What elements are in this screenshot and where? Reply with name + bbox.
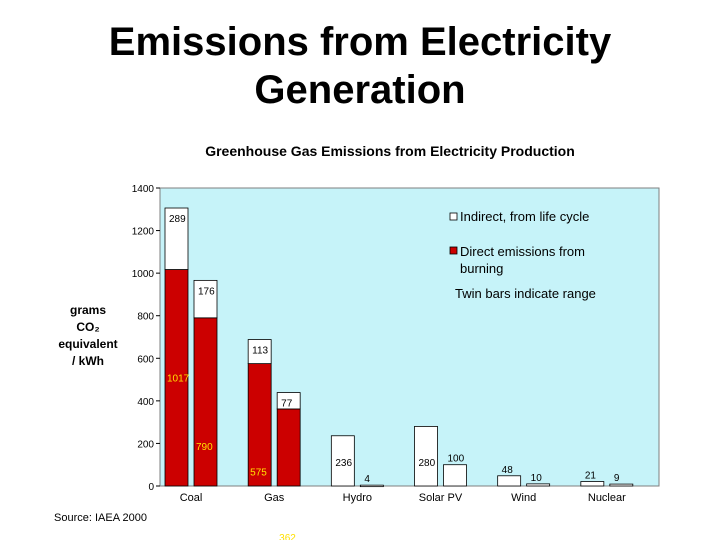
y-tick-label: 1200: [132, 227, 155, 238]
bar-indirect: [580, 481, 605, 487]
data-label-indirect: 9: [614, 473, 620, 484]
data-label-indirect: 10: [531, 473, 543, 484]
bars-group: 1017 289 790 176 575 113 362 77 236 4 280 100 48 10 21…: [164, 207, 634, 540]
data-label-indirect: 176: [198, 286, 215, 297]
y-axis-label-line: / kWh: [72, 354, 104, 368]
legend-note: Twin bars indicate range: [455, 286, 596, 301]
y-tick-label: 400: [137, 397, 154, 408]
bar-indirect: [276, 392, 301, 410]
bar-indirect: [164, 207, 189, 270]
y-axis: 0 200 400 600 800 1000 1200 1400: [132, 184, 160, 493]
data-label-direct: 575: [250, 468, 267, 479]
plot-area: [159, 187, 660, 487]
data-label-direct: 362: [279, 533, 296, 540]
bar-indirect: [330, 435, 355, 487]
bar-indirect: [247, 339, 272, 365]
data-label-indirect: 236: [335, 458, 352, 469]
data-label-indirect: 48: [502, 465, 514, 476]
x-category-label: Coal: [180, 492, 203, 504]
bar-indirect: [497, 475, 522, 487]
data-label-indirect: 4: [364, 474, 370, 485]
bar-direct: [193, 317, 218, 487]
source-note: Source: IAEA 2000: [54, 512, 147, 524]
x-category-label: Hydro: [343, 492, 372, 504]
data-label-indirect: 289: [169, 214, 186, 225]
y-tick-label: 800: [137, 312, 154, 323]
bar-indirect: [414, 425, 438, 487]
legend-label-indirect: Indirect, from life cycle: [460, 209, 589, 224]
y-axis-label: grams CO₂ equivalent / kWh: [58, 303, 117, 368]
data-label-direct: 1017: [167, 374, 190, 385]
y-axis-label-line: CO₂: [76, 320, 99, 334]
y-tick-label: 600: [137, 354, 154, 365]
y-tick-label: 1000: [132, 269, 155, 280]
y-axis-label-line: grams: [70, 303, 106, 317]
bar-direct: [276, 408, 301, 487]
y-tick-label: 0: [148, 482, 154, 493]
legend-label-direct-line1: Direct emissions from: [460, 244, 585, 259]
data-label-indirect: 77: [281, 399, 293, 410]
slide-title: Emissions from Electricity Generation: [0, 18, 720, 114]
bar-indirect: [609, 483, 634, 487]
data-label-indirect: 280: [419, 458, 436, 469]
chart-title: Greenhouse Gas Emissions from Electricit…: [205, 143, 575, 159]
legend: Indirect, from life cycle Direct emissio…: [449, 209, 596, 301]
y-axis-label-line: equivalent: [58, 337, 117, 351]
legend-label-direct-line2: burning: [460, 261, 503, 276]
x-category-label: Nuclear: [588, 492, 626, 504]
x-category-label: Gas: [264, 492, 285, 504]
bar-indirect: [193, 279, 218, 319]
slide-title-line2: Generation: [254, 68, 466, 112]
legend-swatch-indirect: [449, 212, 458, 221]
data-label-indirect: 113: [252, 346, 268, 357]
x-category-label: Wind: [511, 492, 536, 504]
x-category-label: Solar PV: [419, 492, 463, 504]
y-tick-label: 200: [137, 439, 154, 450]
data-label-direct: 790: [196, 442, 213, 453]
slide-title-line1: Emissions from Electricity: [108, 20, 612, 64]
bar-indirect: [443, 464, 467, 487]
legend-swatch-direct: [449, 246, 458, 255]
x-axis-labels: Coal Gas Hydro Solar PV Wind Nuclear: [180, 492, 626, 504]
data-label-indirect: 21: [585, 471, 597, 482]
bar-indirect: [359, 484, 384, 488]
data-label-indirect: 100: [448, 454, 465, 465]
bar-indirect: [526, 483, 551, 487]
y-tick-label: 1400: [132, 184, 155, 195]
